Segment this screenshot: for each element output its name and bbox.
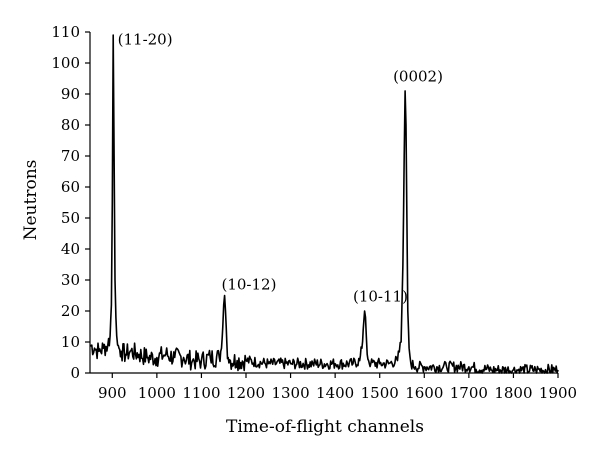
y-tick-label: 30 bbox=[61, 271, 80, 289]
x-tick-label: 1400 bbox=[316, 384, 354, 402]
y-tick-label: 70 bbox=[61, 147, 80, 165]
y-axis-title: Neutrons bbox=[21, 160, 41, 241]
y-tick-label: 80 bbox=[61, 116, 80, 134]
x-tick-label: 1500 bbox=[361, 384, 399, 402]
x-tick-label: 1100 bbox=[182, 384, 220, 402]
x-axis-title: Time-of-flight channels bbox=[226, 417, 424, 437]
y-tick-label: 20 bbox=[61, 302, 80, 320]
y-tick-label: 60 bbox=[61, 178, 80, 196]
x-tick-label: 1700 bbox=[450, 384, 488, 402]
x-tick-label: 900 bbox=[98, 384, 127, 402]
peak-annotation: (10-11) bbox=[353, 288, 408, 306]
plot-area: 0 10 20 30 40 50 60 70 80 90 100 110 900 1000 1100 1200… bbox=[51, 23, 577, 402]
y-tick-label: 100 bbox=[51, 54, 80, 72]
y-tick-label: 50 bbox=[61, 209, 80, 227]
y-tick-label: 10 bbox=[61, 333, 80, 351]
x-tick-label: 1200 bbox=[227, 384, 265, 402]
y-tick-label: 40 bbox=[61, 240, 80, 258]
y-tick-label: 110 bbox=[51, 23, 80, 41]
x-tick-label: 1800 bbox=[494, 384, 532, 402]
y-tick-label: 90 bbox=[61, 85, 80, 103]
x-tick-label: 1000 bbox=[138, 384, 176, 402]
peak-annotation: (10-12) bbox=[221, 275, 276, 293]
x-tick-label: 1600 bbox=[405, 384, 443, 402]
x-tick-label: 1300 bbox=[271, 384, 309, 402]
y-tick-label: 0 bbox=[70, 364, 80, 382]
peak-annotation: (11-20) bbox=[118, 30, 173, 48]
series-line bbox=[89, 34, 559, 374]
peak-annotation: (0002) bbox=[393, 68, 443, 86]
x-tick-label: 1900 bbox=[539, 384, 577, 402]
